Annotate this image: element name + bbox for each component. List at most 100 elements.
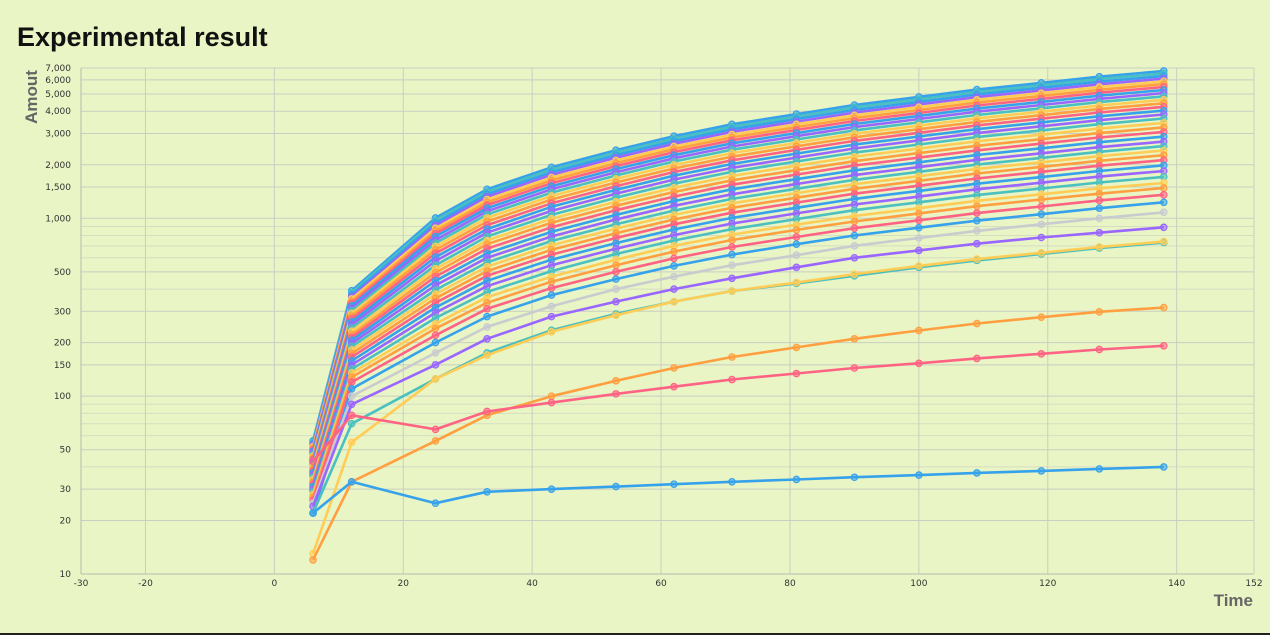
data-point[interactable]: [915, 326, 923, 335]
data-point[interactable]: [1095, 345, 1104, 354]
data-point[interactable]: [670, 382, 678, 391]
data-point[interactable]: [728, 274, 736, 283]
data-point[interactable]: [1037, 220, 1046, 229]
data-point[interactable]: [670, 254, 678, 263]
data-point[interactable]: [973, 202, 981, 210]
data-point[interactable]: [612, 275, 620, 283]
data-point[interactable]: [547, 291, 556, 299]
data-point[interactable]: [850, 224, 859, 232]
data-point[interactable]: [1159, 173, 1168, 181]
data-point[interactable]: [547, 302, 556, 311]
data-point[interactable]: [1095, 465, 1104, 473]
data-point[interactable]: [309, 457, 317, 466]
data-point[interactable]: [1037, 210, 1046, 218]
data-point[interactable]: [431, 324, 440, 333]
data-point[interactable]: [431, 499, 440, 508]
data-point[interactable]: [915, 262, 923, 270]
data-point[interactable]: [915, 246, 923, 255]
data-point[interactable]: [347, 419, 356, 428]
data-point[interactable]: [792, 233, 801, 241]
data-point[interactable]: [728, 250, 736, 259]
data-point[interactable]: [670, 247, 678, 256]
data-point[interactable]: [1037, 313, 1046, 321]
data-point[interactable]: [1159, 198, 1168, 207]
data-point[interactable]: [1159, 223, 1168, 232]
data-point[interactable]: [431, 425, 440, 434]
data-point[interactable]: [670, 364, 678, 372]
data-point[interactable]: [547, 398, 556, 407]
data-point[interactable]: [1159, 463, 1168, 471]
data-point[interactable]: [1095, 228, 1104, 237]
data-point[interactable]: [1095, 308, 1104, 316]
data-point[interactable]: [309, 556, 317, 564]
data-point[interactable]: [431, 338, 440, 347]
data-point[interactable]: [1159, 191, 1168, 199]
data-point[interactable]: [1159, 208, 1168, 217]
data-point[interactable]: [347, 477, 356, 486]
data-point[interactable]: [792, 369, 801, 378]
data-point[interactable]: [973, 354, 981, 363]
data-point[interactable]: [792, 251, 801, 260]
data-point[interactable]: [1037, 350, 1046, 358]
data-point[interactable]: [670, 285, 678, 293]
data-point[interactable]: [973, 227, 981, 235]
data-point[interactable]: [728, 236, 736, 244]
data-point[interactable]: [1037, 202, 1046, 211]
data-point[interactable]: [612, 268, 620, 276]
data-point[interactable]: [347, 384, 356, 393]
data-point[interactable]: [973, 469, 981, 477]
data-point[interactable]: [612, 285, 620, 293]
data-point[interactable]: [612, 261, 620, 269]
data-point[interactable]: [547, 284, 556, 292]
data-point[interactable]: [728, 243, 736, 251]
data-point[interactable]: [915, 234, 923, 242]
data-point[interactable]: [973, 239, 981, 248]
data-point[interactable]: [728, 375, 736, 384]
data-point[interactable]: [431, 361, 440, 369]
data-point[interactable]: [670, 262, 678, 270]
data-point[interactable]: [483, 304, 491, 313]
data-point[interactable]: [612, 376, 620, 385]
data-point[interactable]: [850, 217, 859, 226]
data-point[interactable]: [1095, 243, 1104, 251]
data-point[interactable]: [792, 475, 801, 484]
data-point[interactable]: [728, 261, 736, 269]
data-point[interactable]: [973, 209, 981, 217]
data-point[interactable]: [1095, 196, 1104, 205]
data-point[interactable]: [670, 272, 678, 281]
data-point[interactable]: [850, 242, 859, 250]
data-point[interactable]: [347, 438, 356, 447]
data-point[interactable]: [612, 390, 620, 398]
data-point[interactable]: [1095, 189, 1104, 198]
data-point[interactable]: [1095, 204, 1104, 212]
data-point[interactable]: [1159, 237, 1168, 246]
data-point[interactable]: [347, 392, 356, 400]
data-point[interactable]: [309, 509, 317, 517]
data-point[interactable]: [728, 353, 736, 361]
data-point[interactable]: [1037, 233, 1046, 242]
data-point[interactable]: [547, 392, 556, 400]
data-point[interactable]: [973, 255, 981, 263]
data-point[interactable]: [792, 240, 801, 249]
data-point[interactable]: [915, 223, 923, 232]
data-point[interactable]: [850, 253, 859, 262]
data-point[interactable]: [547, 312, 556, 321]
data-point[interactable]: [915, 471, 923, 479]
data-point[interactable]: [431, 375, 440, 383]
data-point[interactable]: [792, 226, 801, 234]
data-point[interactable]: [547, 485, 556, 493]
data-point[interactable]: [431, 331, 440, 340]
data-point[interactable]: [431, 437, 440, 445]
data-point[interactable]: [728, 477, 736, 486]
data-point[interactable]: [1159, 184, 1168, 192]
data-point[interactable]: [483, 407, 491, 416]
data-point[interactable]: [612, 482, 620, 491]
data-point[interactable]: [915, 209, 923, 218]
data-point[interactable]: [670, 480, 678, 488]
data-point[interactable]: [792, 278, 801, 287]
data-point[interactable]: [728, 287, 736, 295]
data-point[interactable]: [483, 487, 491, 496]
data-point[interactable]: [850, 473, 859, 482]
data-point[interactable]: [483, 335, 491, 343]
data-point[interactable]: [483, 351, 491, 359]
